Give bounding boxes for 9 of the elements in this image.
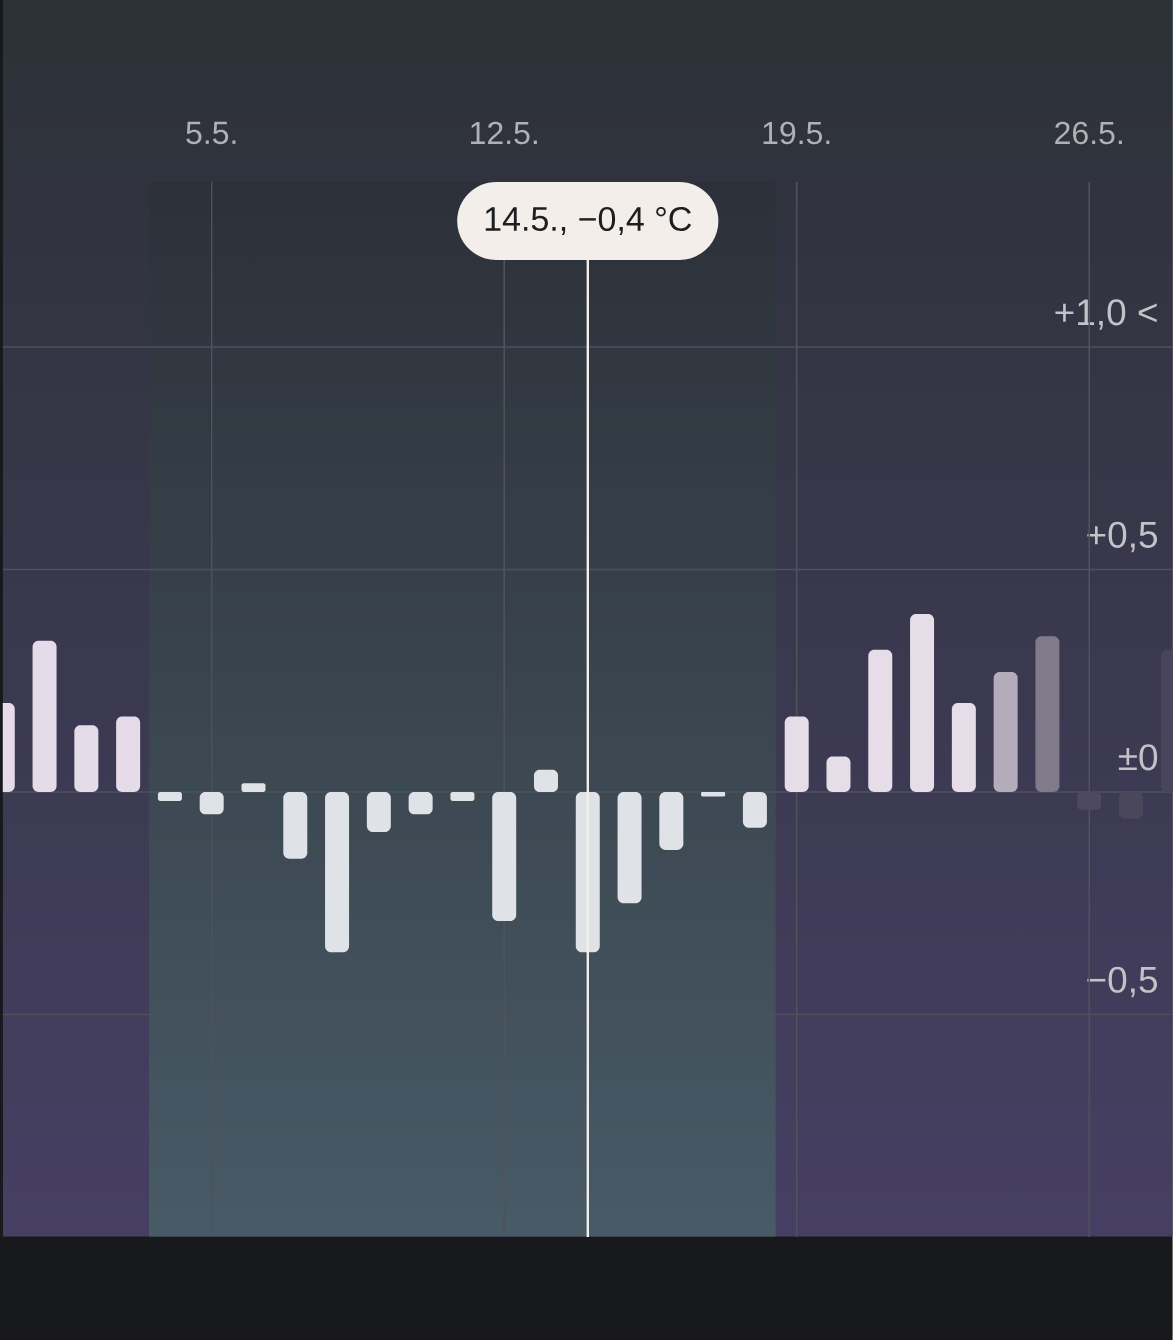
- y-tick-label: ±0: [1118, 744, 1158, 771]
- x-tick-label: 26.5.: [1055, 121, 1122, 145]
- ref-line-label: 14.5., −0,4 °C: [485, 206, 692, 236]
- y-tick-label: +0,5: [1087, 521, 1158, 553]
- x-tick-label: 19.5.: [763, 121, 830, 145]
- x-tick-label: 5.5.: [186, 121, 236, 145]
- y-tick-label: +1,0 <: [1055, 299, 1157, 330]
- y-tick-label: −0,5: [1087, 966, 1158, 998]
- x-tick-label: 12.5.: [471, 121, 537, 145]
